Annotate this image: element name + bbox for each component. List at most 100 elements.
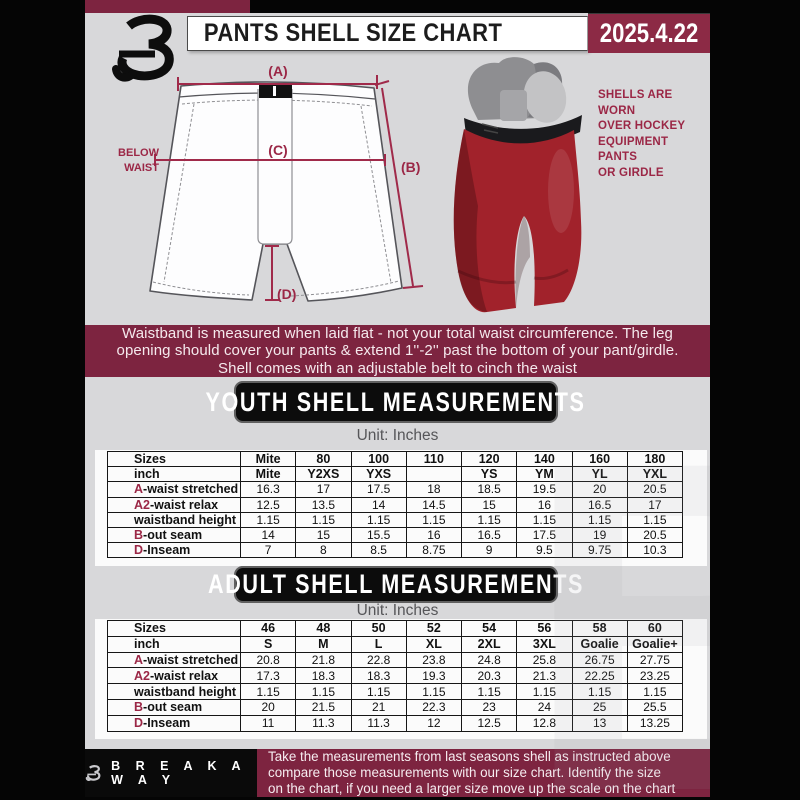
measure-letter: A2: [134, 497, 150, 512]
measure-letter: D: [134, 543, 144, 558]
measure-value-cell: 14: [350, 496, 407, 513]
measure-value-cell: 12.8: [516, 714, 573, 732]
size-name-cell: XL: [405, 635, 463, 653]
table-row: Sizes Mite 80 100 110 120 140 160 180: [107, 450, 684, 468]
measure-value-cell: 22.25: [571, 667, 628, 685]
measure-value-cell: 21.5: [295, 698, 352, 716]
measure-value-cell: 15.5: [350, 526, 407, 544]
youth-size-table: Sizes Mite 80 100 110 120 140 160 180 inch Mite Y2X…: [107, 450, 684, 559]
measure-value-cell: 1.15: [516, 683, 573, 700]
measure-d-line: [265, 245, 279, 301]
measure-letter: A: [134, 652, 144, 667]
info-banner-line: Shell comes with an adjustable belt to c…: [218, 359, 577, 377]
table-row: waistband height 1.15 1.15 1.15 1.15 1.15 1.15…: [107, 511, 684, 528]
size-name-cell: L: [350, 635, 407, 653]
page-title: PANTS SHELL SIZE CHART: [203, 19, 503, 47]
info-banner: Waistband is measured when laid flat - n…: [85, 325, 710, 377]
measure-value-cell: 23.8: [405, 651, 463, 669]
shorts-diagram: (A) (B) (C) (D) 7'' BELOW WAIST: [115, 63, 424, 302]
measure-value-cell: 1.15: [571, 683, 628, 700]
measure-value-cell: 11: [239, 714, 297, 732]
measure-value-cell: 19.5: [516, 481, 573, 498]
measure-c-line: [154, 154, 386, 166]
measure-value-cell: 1.15: [350, 683, 407, 700]
measure-value-cell: 14: [239, 526, 297, 544]
date-badge: 2025.4.22: [588, 13, 710, 53]
size-col-header: 160: [571, 450, 628, 468]
measure-value-cell: 18.5: [460, 481, 518, 498]
measure-value-cell: 15: [460, 496, 518, 513]
footer-note-line: on the chart, if you need a larger size …: [268, 780, 676, 796]
measure-label: A2-waist relax: [107, 496, 241, 513]
info-banner-line: opening should cover your pants & extend…: [116, 342, 679, 360]
measure-value-cell: 1.15: [239, 683, 297, 700]
measure-value-cell: 26.75: [571, 651, 628, 669]
size-name-cell: YXL: [626, 466, 684, 483]
diagram-label-a: (A): [268, 63, 287, 79]
measure-value-cell: 16: [516, 496, 573, 513]
size-col-header: 52: [405, 620, 463, 637]
measure-value-cell: 12.5: [460, 714, 518, 732]
measure-value-cell: 16.5: [460, 526, 518, 544]
measure-value-cell: 19.3: [405, 667, 463, 685]
table-row: waistband height 1.15 1.15 1.15 1.15 1.15 1.15…: [107, 683, 684, 700]
size-name-cell: YS: [460, 466, 518, 483]
breakaway-logo-icon: [112, 14, 174, 82]
table-row: D-Inseam 7 8 8.5 8.75 9 9.5 9.75 10.3: [107, 542, 684, 559]
size-name-cell: [405, 466, 463, 483]
table-row: B-out seam 20 21.5 21 22.3 23 24 25 25.5: [107, 698, 684, 716]
size-name-cell: 2XL: [460, 635, 518, 653]
measure-value-cell: 11.3: [295, 714, 352, 732]
measure-value-cell: 1.15: [626, 683, 684, 700]
footer-note: Take the measurements from last seasons …: [257, 749, 710, 797]
size-name-cell: YM: [516, 466, 573, 483]
measure-value-cell: 21: [350, 698, 407, 716]
size-name-cell: YXS: [350, 466, 407, 483]
measure-letter: D: [134, 716, 144, 731]
size-name-cell: S: [239, 635, 297, 653]
measure-label: A-waist stretched: [107, 481, 241, 498]
measure-value-cell: 14.5: [405, 496, 463, 513]
sizes-header: Sizes: [107, 620, 241, 637]
table-row: Sizes 46 48 50 52 54 56 58 60: [107, 620, 684, 637]
measure-value-cell: 9.5: [516, 542, 573, 559]
measure-value-cell: 1.15: [516, 511, 573, 528]
measure-letter: A2: [134, 668, 150, 683]
footer-brand: B R E A K A W A Y: [85, 749, 257, 797]
measure-letter: B: [134, 528, 144, 543]
measure-value-cell: 25: [571, 698, 628, 716]
youth-table-panel: Sizes Mite 80 100 110 120 140 160 180 inch Mite Y2X…: [95, 450, 707, 566]
caption-line: OVER HOCKEY: [598, 120, 686, 132]
top-strip: [85, 0, 710, 13]
adult-unit-label: Unit: Inches: [356, 602, 439, 619]
content-area: PANTS SHELL SIZE CHART 2025.4.22: [85, 0, 710, 797]
measure-value-cell: 20.5: [626, 526, 684, 544]
measure-value-cell: 18.3: [350, 667, 407, 685]
size-col-header: 80: [295, 450, 352, 468]
measure-value-cell: 24: [516, 698, 573, 716]
caption-line: OR GIRDLE: [598, 166, 664, 179]
caption-line: SHELLS ARE WORN: [598, 89, 673, 117]
size-col-header: 120: [460, 450, 518, 468]
adult-table-panel: Sizes 46 48 50 52 54 56 58 60 inch S M L XL 2XL 3XL Goal…: [95, 619, 707, 739]
measure-value-cell: 10.3: [626, 542, 684, 559]
table-row: A2-waist relax 17.3 18.3 18.3 19.3 20.3 21.3 22…: [107, 667, 684, 685]
size-col-header: Mite: [239, 450, 297, 468]
measure-value-cell: 22.8: [350, 651, 407, 669]
table-row: inch Mite Y2XS YXS YS YM YL YXL: [107, 466, 684, 483]
measure-value-cell: 12.5: [239, 496, 297, 513]
measure-value-cell: 1.15: [626, 511, 684, 528]
measure-letter: A: [134, 482, 144, 497]
adult-size-table: Sizes 46 48 50 52 54 56 58 60 inch S M L XL 2XL 3XL Goal…: [107, 620, 684, 732]
measure-value-cell: 13.25: [626, 714, 684, 732]
below-waist-label-1: 7'' BELOW: [115, 147, 160, 159]
measure-value-cell: 9.75: [571, 542, 628, 559]
youth-unit-label: Unit: Inches: [356, 427, 439, 444]
size-col-header: 54: [460, 620, 518, 637]
top-accent-bar: [85, 0, 250, 13]
measure-value-cell: 12: [405, 714, 463, 732]
size-name-cell: Y2XS: [295, 466, 352, 483]
inch-header: inch: [107, 466, 241, 483]
measure-letter: B: [134, 700, 144, 715]
size-name-cell: 3XL: [516, 635, 573, 653]
